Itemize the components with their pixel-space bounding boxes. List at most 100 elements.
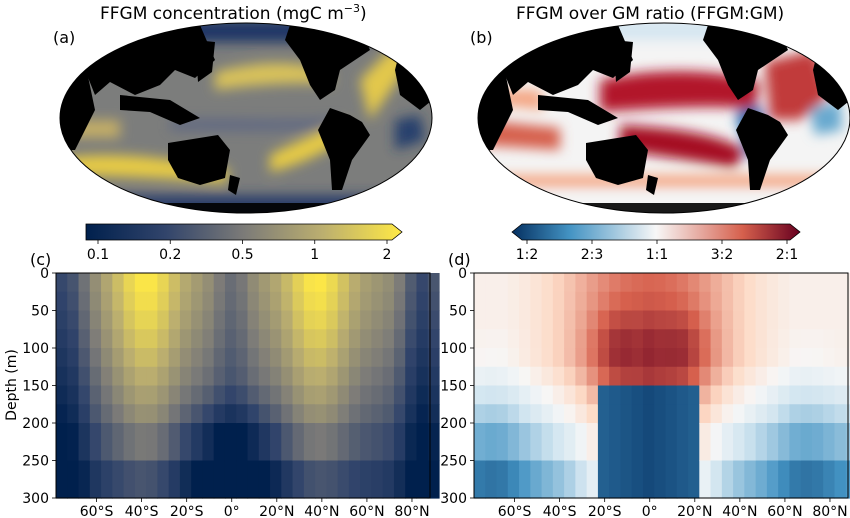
heatmap-d-cell	[485, 385, 498, 405]
heatmap-d-cell	[597, 366, 610, 387]
heatmap-c-cell	[213, 404, 226, 424]
heatmap-c-cell	[179, 423, 192, 462]
heatmap-c-cell	[213, 348, 226, 368]
heatmap-c-cell	[134, 366, 147, 387]
heatmap-d-cell	[642, 348, 655, 368]
heatmap-c-cell	[337, 385, 350, 405]
heatmap-d-cell	[496, 366, 509, 387]
heatmap-d-cell	[800, 423, 813, 462]
heatmap-d-cell	[744, 460, 757, 499]
heatmap-c-cell	[292, 310, 305, 330]
axis-d-x-tick-label: 40°S	[543, 504, 577, 518]
heatmap-c-cell	[247, 460, 260, 499]
heatmap-d-cell	[609, 404, 622, 424]
heatmap-d-cell	[609, 423, 622, 462]
heatmap-d-cell	[474, 366, 486, 387]
heatmap-c-cell	[112, 366, 125, 387]
heatmap-c-cell	[179, 310, 192, 330]
heatmap-c-cell	[179, 329, 192, 349]
heatmap-c-cell	[292, 460, 305, 499]
panel-title-a: FFGM concentration (mgC m−3)	[100, 2, 367, 24]
heatmap-c-cell	[168, 329, 181, 349]
heatmap-d-cell	[552, 273, 565, 293]
heatmap-c-cell	[315, 310, 327, 330]
heatmap-c-cell	[56, 423, 68, 462]
heatmap-d-cell	[519, 348, 531, 368]
heatmap-d-cell	[778, 310, 791, 330]
heatmap-d-cell	[710, 404, 723, 424]
heatmap-d-cell	[710, 291, 723, 312]
heatmap-c-cell	[303, 423, 316, 462]
heatmap-d-cell	[552, 423, 565, 462]
axis-c-y-tick-label: 150	[22, 379, 49, 395]
heatmap-d-cell	[688, 460, 700, 499]
heatmap-c-cell	[348, 460, 361, 499]
heatmap-d-cell	[710, 423, 723, 462]
heatmap-c-cell	[168, 310, 181, 330]
colorbar-b: 1:2 2:3 1:1 3:2 2:1	[511, 223, 801, 263]
heatmap-d-cell	[789, 329, 802, 349]
heatmap-d-cell	[676, 423, 689, 462]
heatmap-d-cell	[755, 460, 768, 499]
heatmap-d-cell	[519, 366, 531, 387]
heatmap-c-cell	[67, 273, 80, 293]
heatmap-d-cell	[823, 329, 836, 349]
heatmap-c-cell	[270, 329, 282, 349]
heatmap-c-cell	[405, 348, 418, 368]
heatmap-d-cell	[474, 310, 486, 330]
heatmap-c-cell	[405, 404, 418, 424]
heatmap-d-cell	[789, 291, 802, 312]
y-axis-label: Depth (m)	[4, 349, 20, 421]
axis-c-y-tick-label: 200	[22, 416, 49, 432]
heatmap-c-cell	[247, 385, 260, 405]
heatmap-d-cell	[519, 460, 531, 499]
heatmap-c-cell	[270, 310, 282, 330]
heatmap-d	[474, 273, 850, 499]
heatmap-c-cell	[270, 273, 282, 293]
heatmap-d-cell	[676, 273, 689, 293]
heatmap-c-cell	[202, 385, 215, 405]
heatmap-c-cell	[56, 291, 68, 312]
heatmap-d-cell	[778, 460, 791, 499]
heatmap-d-cell	[609, 291, 622, 312]
axis-c-x-tick-label: 60°S	[80, 504, 114, 518]
heatmap-d-cell	[676, 404, 689, 424]
heatmap-d-cell	[541, 385, 554, 405]
heatmap-d-cell	[800, 348, 813, 368]
heatmap-c-cell	[168, 348, 181, 368]
heatmap-d-cell	[823, 273, 836, 293]
heatmap-d-cell	[654, 348, 667, 368]
heatmap-c-cell	[56, 385, 68, 405]
heatmap-d-cell	[755, 329, 768, 349]
heatmap-c-cell	[303, 460, 316, 499]
heatmap-d-cell	[755, 366, 768, 387]
heatmap-c-cell	[101, 366, 113, 387]
heatmap-c-cell	[191, 404, 204, 424]
heatmap-c-cell	[89, 329, 102, 349]
axis-c-x-tick-label: 60°N	[349, 504, 384, 518]
heatmap-c-cell	[202, 404, 215, 424]
heatmap-c-cell	[146, 348, 158, 368]
heatmap-d-cell	[721, 310, 734, 330]
axes-d: 60°S 40°S 20°S 0° 20°N 40°N 60°N 80°N 0 50 100 150 2…	[440, 266, 847, 518]
heatmap-c-cell	[258, 291, 271, 312]
heatmap-d-cell	[721, 366, 734, 387]
heatmap-c-cell	[348, 385, 361, 405]
heatmap-c-cell	[101, 273, 113, 293]
heatmap-c-cell	[405, 366, 418, 387]
heatmap-d-cell	[485, 460, 498, 499]
heatmap-c-cell	[258, 329, 271, 349]
heatmap-d-cell	[800, 329, 813, 349]
heatmap-d-cell	[721, 404, 734, 424]
panel-c: (c) Depth (m) 60°S 40°S 20°S 0° 20°N 40°N 60°N…	[4, 250, 440, 518]
heatmap-c-cell	[270, 291, 282, 312]
heatmap-d-cell	[631, 460, 644, 499]
heatmap-c-cell	[67, 366, 80, 387]
heatmap-d-cell	[766, 404, 779, 424]
heatmap-c-cell	[337, 366, 350, 387]
heatmap-d-cell	[474, 348, 486, 368]
heatmap-d-cell	[688, 385, 700, 405]
heatmap-c-cell	[224, 329, 237, 349]
heatmap-c-cell	[89, 348, 102, 368]
heatmap-c-cell	[157, 460, 170, 499]
